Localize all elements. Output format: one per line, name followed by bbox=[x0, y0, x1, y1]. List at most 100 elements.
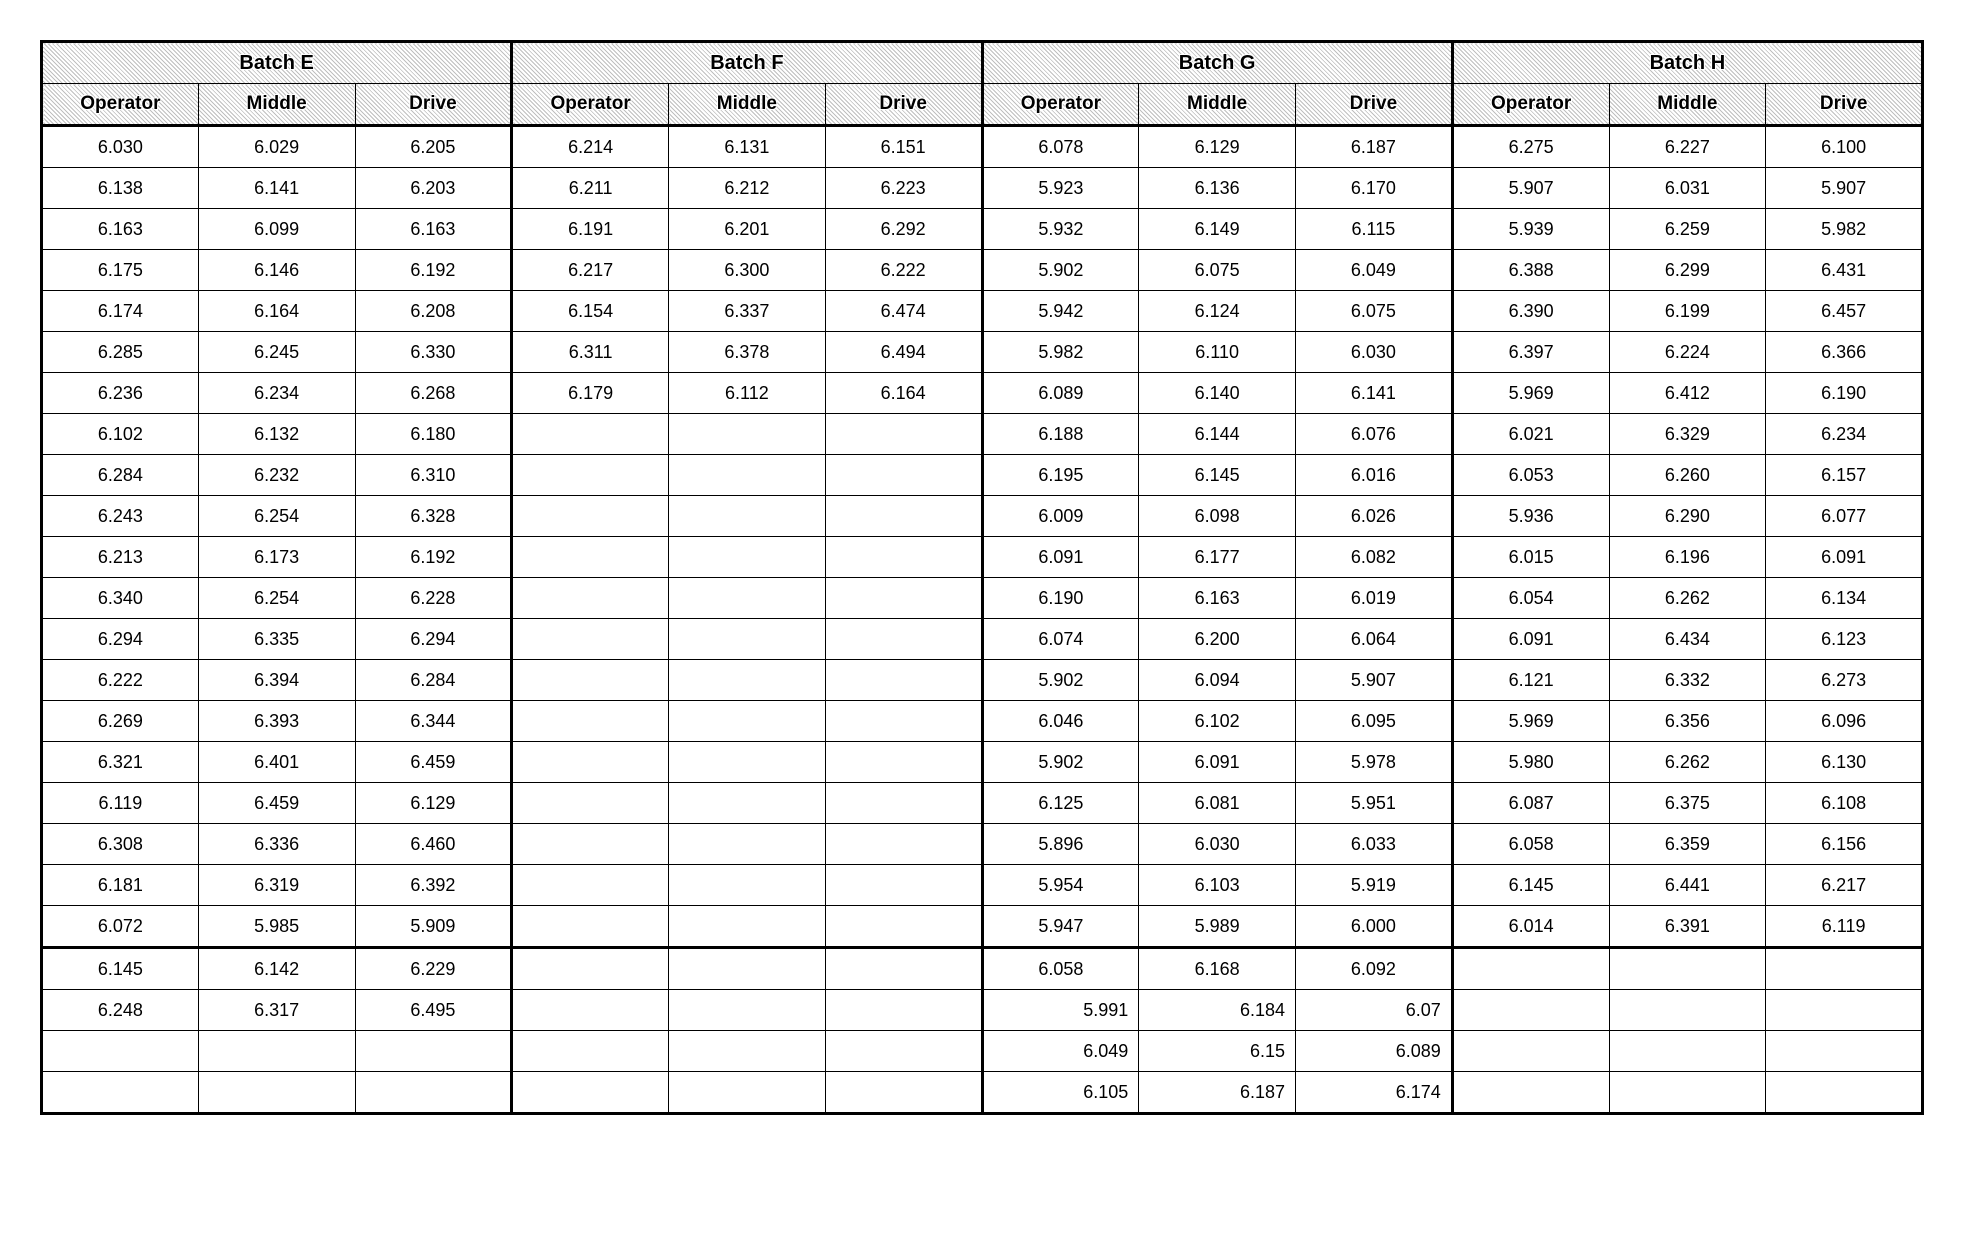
data-cell: 5.902 bbox=[982, 660, 1139, 701]
table-row: 6.2226.3946.2845.9026.0945.9076.1216.332… bbox=[42, 660, 1923, 701]
data-cell: 6.356 bbox=[1609, 701, 1766, 742]
empty-cell bbox=[669, 537, 826, 578]
empty-cell bbox=[1609, 990, 1766, 1031]
data-cell: 6.199 bbox=[1609, 291, 1766, 332]
table-row: 6.2136.1736.1926.0916.1776.0826.0156.196… bbox=[42, 537, 1923, 578]
data-cell: 6.190 bbox=[1766, 373, 1923, 414]
data-cell: 5.969 bbox=[1452, 373, 1609, 414]
data-cell: 6.141 bbox=[198, 168, 355, 209]
empty-cell bbox=[669, 824, 826, 865]
table-row: 6.1746.1646.2086.1546.3376.4745.9426.124… bbox=[42, 291, 1923, 332]
data-cell: 6.099 bbox=[198, 209, 355, 250]
table-row: 6.1386.1416.2036.2116.2126.2235.9236.136… bbox=[42, 168, 1923, 209]
data-cell: 6.072 bbox=[42, 906, 199, 948]
empty-cell bbox=[512, 865, 669, 906]
data-cell: 6.329 bbox=[1609, 414, 1766, 455]
data-cell: 5.902 bbox=[982, 250, 1139, 291]
data-cell: 6.344 bbox=[355, 701, 512, 742]
empty-cell bbox=[512, 742, 669, 783]
data-cell: 6.173 bbox=[198, 537, 355, 578]
data-cell: 6.030 bbox=[1296, 332, 1453, 373]
data-cell: 5.909 bbox=[355, 906, 512, 948]
data-cell: 6.211 bbox=[512, 168, 669, 209]
data-cell: 6.222 bbox=[42, 660, 199, 701]
table-row: 6.1816.3196.3925.9546.1035.9196.1456.441… bbox=[42, 865, 1923, 906]
data-cell: 6.273 bbox=[1766, 660, 1923, 701]
empty-cell bbox=[825, 1072, 982, 1114]
data-cell: 6.029 bbox=[198, 126, 355, 168]
empty-cell bbox=[825, 783, 982, 824]
table-row: 6.3406.2546.2286.1906.1636.0196.0546.262… bbox=[42, 578, 1923, 619]
data-cell: 6.248 bbox=[42, 990, 199, 1031]
empty-cell bbox=[512, 414, 669, 455]
data-cell: 6.214 bbox=[512, 126, 669, 168]
empty-cell bbox=[1766, 1031, 1923, 1072]
table-row: 6.3086.3366.4605.8966.0306.0336.0586.359… bbox=[42, 824, 1923, 865]
data-cell: 6.015 bbox=[1452, 537, 1609, 578]
empty-cell bbox=[825, 824, 982, 865]
data-cell: 6.030 bbox=[1139, 824, 1296, 865]
data-cell: 6.151 bbox=[825, 126, 982, 168]
data-cell: 6.459 bbox=[355, 742, 512, 783]
data-cell: 6.188 bbox=[982, 414, 1139, 455]
empty-cell bbox=[1766, 948, 1923, 990]
empty-cell bbox=[42, 1031, 199, 1072]
data-cell: 6.087 bbox=[1452, 783, 1609, 824]
data-cell: 6.134 bbox=[1766, 578, 1923, 619]
data-cell: 6.441 bbox=[1609, 865, 1766, 906]
empty-cell bbox=[669, 990, 826, 1031]
data-cell: 6.243 bbox=[42, 496, 199, 537]
data-cell: 6.187 bbox=[1139, 1072, 1296, 1114]
data-cell: 6.105 bbox=[982, 1072, 1139, 1114]
data-cell: 6.163 bbox=[1139, 578, 1296, 619]
empty-cell bbox=[825, 578, 982, 619]
data-cell: 6.075 bbox=[1139, 250, 1296, 291]
data-cell: 6.213 bbox=[42, 537, 199, 578]
data-cell: 6.030 bbox=[42, 126, 199, 168]
data-cell: 6.046 bbox=[982, 701, 1139, 742]
data-cell: 6.145 bbox=[42, 948, 199, 990]
data-cell: 6.391 bbox=[1609, 906, 1766, 948]
data-cell: 6.100 bbox=[1766, 126, 1923, 168]
data-cell: 6.124 bbox=[1139, 291, 1296, 332]
batch-header-row: Batch EBatch FBatch GBatch H bbox=[42, 42, 1923, 84]
data-cell: 6.091 bbox=[1766, 537, 1923, 578]
data-cell: 6.191 bbox=[512, 209, 669, 250]
data-cell: 6.457 bbox=[1766, 291, 1923, 332]
empty-cell bbox=[1609, 1031, 1766, 1072]
data-cell: 5.980 bbox=[1452, 742, 1609, 783]
data-cell: 6.131 bbox=[669, 126, 826, 168]
batch-header: Batch E bbox=[42, 42, 512, 84]
empty-cell bbox=[669, 1031, 826, 1072]
data-cell: 6.119 bbox=[1766, 906, 1923, 948]
table-row: 6.1196.4596.1296.1256.0815.9516.0876.375… bbox=[42, 783, 1923, 824]
data-cell: 5.907 bbox=[1452, 168, 1609, 209]
data-cell: 6.014 bbox=[1452, 906, 1609, 948]
data-cell: 6.184 bbox=[1139, 990, 1296, 1031]
data-cell: 6.392 bbox=[355, 865, 512, 906]
data-cell: 6.163 bbox=[355, 209, 512, 250]
data-cell: 6.129 bbox=[1139, 126, 1296, 168]
data-cell: 6.098 bbox=[1139, 496, 1296, 537]
data-cell: 6.092 bbox=[1296, 948, 1453, 990]
data-cell: 6.332 bbox=[1609, 660, 1766, 701]
data-cell: 6.021 bbox=[1452, 414, 1609, 455]
data-cell: 5.954 bbox=[982, 865, 1139, 906]
data-cell: 6.054 bbox=[1452, 578, 1609, 619]
data-cell: 6.000 bbox=[1296, 906, 1453, 948]
data-cell: 5.989 bbox=[1139, 906, 1296, 948]
data-cell: 6.091 bbox=[1139, 742, 1296, 783]
empty-cell bbox=[1452, 1031, 1609, 1072]
data-cell: 5.942 bbox=[982, 291, 1139, 332]
empty-cell bbox=[825, 906, 982, 948]
data-cell: 6.299 bbox=[1609, 250, 1766, 291]
data-cell: 6.179 bbox=[512, 373, 669, 414]
column-header: Middle bbox=[669, 84, 826, 126]
empty-cell bbox=[669, 619, 826, 660]
empty-cell bbox=[1452, 1072, 1609, 1114]
data-cell: 6.102 bbox=[1139, 701, 1296, 742]
data-cell: 6.077 bbox=[1766, 496, 1923, 537]
data-cell: 6.269 bbox=[42, 701, 199, 742]
batch-header: Batch F bbox=[512, 42, 982, 84]
data-cell: 5.982 bbox=[1766, 209, 1923, 250]
